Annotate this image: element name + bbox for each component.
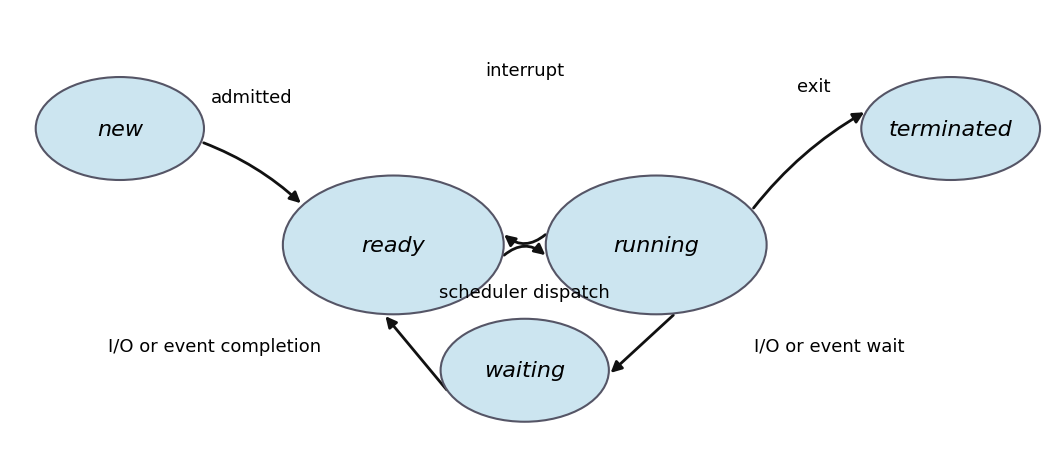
Text: terminated: terminated [888, 119, 1012, 139]
FancyArrowPatch shape [204, 143, 299, 202]
FancyArrowPatch shape [387, 319, 446, 390]
Text: admitted: admitted [211, 89, 293, 107]
Text: running: running [614, 235, 700, 255]
Ellipse shape [862, 78, 1040, 181]
Text: I/O or event completion: I/O or event completion [108, 337, 321, 355]
FancyArrowPatch shape [613, 315, 673, 371]
Text: scheduler dispatch: scheduler dispatch [439, 283, 611, 301]
Ellipse shape [546, 176, 766, 314]
Text: ready: ready [361, 235, 425, 255]
Ellipse shape [283, 176, 504, 314]
Text: new: new [96, 119, 143, 139]
Text: I/O or event wait: I/O or event wait [755, 337, 905, 355]
Text: exit: exit [797, 78, 831, 96]
Ellipse shape [36, 78, 204, 181]
FancyArrowPatch shape [754, 115, 862, 208]
FancyArrowPatch shape [507, 235, 545, 246]
Text: interrupt: interrupt [485, 62, 564, 80]
Text: waiting: waiting [484, 360, 565, 380]
Ellipse shape [441, 319, 608, 422]
FancyArrowPatch shape [505, 245, 543, 256]
